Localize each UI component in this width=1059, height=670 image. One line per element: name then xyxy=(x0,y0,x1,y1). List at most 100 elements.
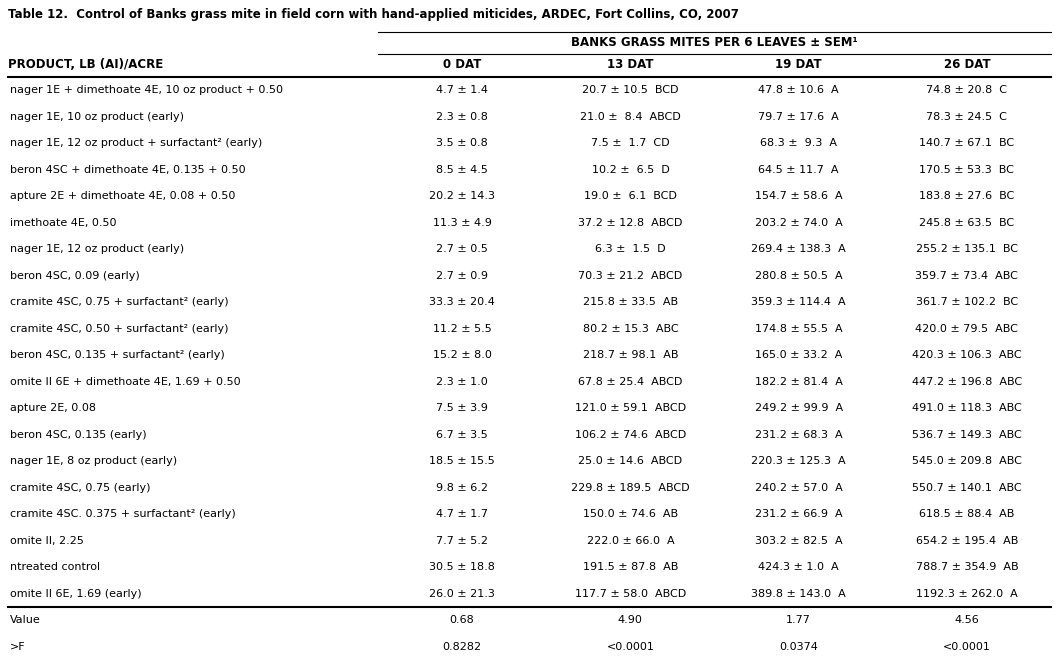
Text: 447.2 ± 196.8  ABC: 447.2 ± 196.8 ABC xyxy=(912,377,1022,387)
Text: 359.3 ± 114.4  A: 359.3 ± 114.4 A xyxy=(751,297,846,308)
Text: 79.7 ± 17.6  A: 79.7 ± 17.6 A xyxy=(758,112,839,122)
Text: 420.0 ± 79.5  ABC: 420.0 ± 79.5 ABC xyxy=(915,324,1019,334)
Text: 183.8 ± 27.6  BC: 183.8 ± 27.6 BC xyxy=(919,191,1015,201)
Text: 150.0 ± 74.6  AB: 150.0 ± 74.6 AB xyxy=(582,509,678,519)
Text: 255.2 ± 135.1  BC: 255.2 ± 135.1 BC xyxy=(916,245,1018,254)
Text: 7.7 ± 5.2: 7.7 ± 5.2 xyxy=(436,536,488,546)
Text: 191.5 ± 87.8  AB: 191.5 ± 87.8 AB xyxy=(582,562,678,572)
Text: 4.7 ± 1.4: 4.7 ± 1.4 xyxy=(436,85,488,95)
Text: 4.56: 4.56 xyxy=(954,615,980,625)
Text: 20.2 ± 14.3: 20.2 ± 14.3 xyxy=(429,191,496,201)
Text: 303.2 ± 82.5  A: 303.2 ± 82.5 A xyxy=(755,536,843,546)
Text: cramite 4SC, 0.50 + surfactant² (early): cramite 4SC, 0.50 + surfactant² (early) xyxy=(10,324,229,334)
Text: BANKS GRASS MITES PER 6 LEAVES ± SEM¹: BANKS GRASS MITES PER 6 LEAVES ± SEM¹ xyxy=(571,36,858,49)
Text: 6.7 ± 3.5: 6.7 ± 3.5 xyxy=(436,429,488,440)
Text: 280.8 ± 50.5  A: 280.8 ± 50.5 A xyxy=(755,271,843,281)
Text: 2.3 ± 0.8: 2.3 ± 0.8 xyxy=(436,112,488,122)
Text: 231.2 ± 66.9  A: 231.2 ± 66.9 A xyxy=(755,509,843,519)
Text: 30.5 ± 18.8: 30.5 ± 18.8 xyxy=(429,562,495,572)
Text: 15.2 ± 8.0: 15.2 ± 8.0 xyxy=(433,350,491,360)
Text: beron 4SC, 0.09 (early): beron 4SC, 0.09 (early) xyxy=(10,271,140,281)
Text: 18.5 ± 15.5: 18.5 ± 15.5 xyxy=(429,456,495,466)
Text: omite II 6E + dimethoate 4E, 1.69 + 0.50: omite II 6E + dimethoate 4E, 1.69 + 0.50 xyxy=(10,377,240,387)
Text: 545.0 ± 209.8  ABC: 545.0 ± 209.8 ABC xyxy=(912,456,1022,466)
Text: 121.0 ± 59.1  ABCD: 121.0 ± 59.1 ABCD xyxy=(575,403,686,413)
Text: omite II, 2.25: omite II, 2.25 xyxy=(10,536,84,546)
Text: 240.2 ± 57.0  A: 240.2 ± 57.0 A xyxy=(755,483,843,492)
Text: 106.2 ± 74.6  ABCD: 106.2 ± 74.6 ABCD xyxy=(575,429,686,440)
Text: 788.7 ± 354.9  AB: 788.7 ± 354.9 AB xyxy=(916,562,1018,572)
Text: 13 DAT: 13 DAT xyxy=(607,58,653,71)
Text: 4.90: 4.90 xyxy=(618,615,643,625)
Text: omite II 6E, 1.69 (early): omite II 6E, 1.69 (early) xyxy=(10,589,142,599)
Text: 117.7 ± 58.0  ABCD: 117.7 ± 58.0 ABCD xyxy=(575,589,686,599)
Text: 47.8 ± 10.6  A: 47.8 ± 10.6 A xyxy=(758,85,839,95)
Text: 182.2 ± 81.4  A: 182.2 ± 81.4 A xyxy=(755,377,843,387)
Text: 2.7 ± 0.9: 2.7 ± 0.9 xyxy=(436,271,488,281)
Text: 229.8 ± 189.5  ABCD: 229.8 ± 189.5 ABCD xyxy=(571,483,689,492)
Text: cramite 4SC, 0.75 + surfactant² (early): cramite 4SC, 0.75 + surfactant² (early) xyxy=(10,297,229,308)
Text: 203.2 ± 74.0  A: 203.2 ± 74.0 A xyxy=(755,218,843,228)
Text: 26 DAT: 26 DAT xyxy=(944,58,990,71)
Text: beron 4SC, 0.135 (early): beron 4SC, 0.135 (early) xyxy=(10,429,146,440)
Text: 26.0 ± 21.3: 26.0 ± 21.3 xyxy=(429,589,495,599)
Text: 3.5 ± 0.8: 3.5 ± 0.8 xyxy=(436,138,488,148)
Text: 359.7 ± 73.4  ABC: 359.7 ± 73.4 ABC xyxy=(915,271,1019,281)
Text: 78.3 ± 24.5  C: 78.3 ± 24.5 C xyxy=(927,112,1007,122)
Text: >F: >F xyxy=(10,642,25,652)
Text: 80.2 ± 15.3  ABC: 80.2 ± 15.3 ABC xyxy=(582,324,678,334)
Text: 249.2 ± 99.9  A: 249.2 ± 99.9 A xyxy=(755,403,843,413)
Text: apture 2E, 0.08: apture 2E, 0.08 xyxy=(10,403,96,413)
Text: cramite 4SC, 0.75 (early): cramite 4SC, 0.75 (early) xyxy=(10,483,150,492)
Text: beron 4SC + dimethoate 4E, 0.135 + 0.50: beron 4SC + dimethoate 4E, 0.135 + 0.50 xyxy=(10,165,246,175)
Text: 491.0 ± 118.3  ABC: 491.0 ± 118.3 ABC xyxy=(912,403,1022,413)
Text: 1.77: 1.77 xyxy=(786,615,811,625)
Text: PRODUCT, LB (AI)/ACRE: PRODUCT, LB (AI)/ACRE xyxy=(8,58,163,71)
Text: 618.5 ± 88.4  AB: 618.5 ± 88.4 AB xyxy=(919,509,1015,519)
Text: 25.0 ± 14.6  ABCD: 25.0 ± 14.6 ABCD xyxy=(578,456,682,466)
Text: 11.3 ± 4.9: 11.3 ± 4.9 xyxy=(433,218,491,228)
Text: Table 12.  Control of Banks grass mite in field corn with hand-applied miticides: Table 12. Control of Banks grass mite in… xyxy=(8,8,739,21)
Text: nager 1E, 8 oz product (early): nager 1E, 8 oz product (early) xyxy=(10,456,177,466)
Text: 9.8 ± 6.2: 9.8 ± 6.2 xyxy=(436,483,488,492)
Text: <0.0001: <0.0001 xyxy=(607,642,654,652)
Text: 389.8 ± 143.0  A: 389.8 ± 143.0 A xyxy=(751,589,846,599)
Text: 245.8 ± 63.5  BC: 245.8 ± 63.5 BC xyxy=(919,218,1015,228)
Text: 420.3 ± 106.3  ABC: 420.3 ± 106.3 ABC xyxy=(912,350,1022,360)
Text: 0.8282: 0.8282 xyxy=(443,642,482,652)
Text: 536.7 ± 149.3  ABC: 536.7 ± 149.3 ABC xyxy=(912,429,1022,440)
Text: 64.5 ± 11.7  A: 64.5 ± 11.7 A xyxy=(758,165,839,175)
Text: <0.0001: <0.0001 xyxy=(943,642,991,652)
Text: 222.0 ± 66.0  A: 222.0 ± 66.0 A xyxy=(587,536,675,546)
Text: nager 1E, 12 oz product (early): nager 1E, 12 oz product (early) xyxy=(10,245,184,254)
Text: 424.3 ± 1.0  A: 424.3 ± 1.0 A xyxy=(758,562,839,572)
Text: 10.2 ±  6.5  D: 10.2 ± 6.5 D xyxy=(592,165,669,175)
Text: 220.3 ± 125.3  A: 220.3 ± 125.3 A xyxy=(751,456,846,466)
Text: 2.7 ± 0.5: 2.7 ± 0.5 xyxy=(436,245,488,254)
Text: 11.2 ± 5.5: 11.2 ± 5.5 xyxy=(433,324,491,334)
Text: Value: Value xyxy=(10,615,40,625)
Text: 140.7 ± 67.1  BC: 140.7 ± 67.1 BC xyxy=(919,138,1015,148)
Text: 231.2 ± 68.3  A: 231.2 ± 68.3 A xyxy=(755,429,843,440)
Text: nager 1E, 10 oz product (early): nager 1E, 10 oz product (early) xyxy=(10,112,184,122)
Text: 6.3 ±  1.5  D: 6.3 ± 1.5 D xyxy=(595,245,666,254)
Text: 68.3 ±  9.3  A: 68.3 ± 9.3 A xyxy=(760,138,837,148)
Text: 4.7 ± 1.7: 4.7 ± 1.7 xyxy=(436,509,488,519)
Text: 1192.3 ± 262.0  A: 1192.3 ± 262.0 A xyxy=(916,589,1018,599)
Text: 654.2 ± 195.4  AB: 654.2 ± 195.4 AB xyxy=(916,536,1018,546)
Text: beron 4SC, 0.135 + surfactant² (early): beron 4SC, 0.135 + surfactant² (early) xyxy=(10,350,225,360)
Text: nager 1E + dimethoate 4E, 10 oz product + 0.50: nager 1E + dimethoate 4E, 10 oz product … xyxy=(10,85,283,95)
Text: cramite 4SC. 0.375 + surfactant² (early): cramite 4SC. 0.375 + surfactant² (early) xyxy=(10,509,236,519)
Text: 269.4 ± 138.3  A: 269.4 ± 138.3 A xyxy=(751,245,846,254)
Text: 37.2 ± 12.8  ABCD: 37.2 ± 12.8 ABCD xyxy=(578,218,683,228)
Text: 218.7 ± 98.1  AB: 218.7 ± 98.1 AB xyxy=(582,350,678,360)
Text: 0.68: 0.68 xyxy=(450,615,474,625)
Text: 170.5 ± 53.3  BC: 170.5 ± 53.3 BC xyxy=(919,165,1015,175)
Text: 20.7 ± 10.5  BCD: 20.7 ± 10.5 BCD xyxy=(582,85,679,95)
Text: 8.5 ± 4.5: 8.5 ± 4.5 xyxy=(436,165,488,175)
Text: 7.5 ± 3.9: 7.5 ± 3.9 xyxy=(436,403,488,413)
Text: 215.8 ± 33.5  AB: 215.8 ± 33.5 AB xyxy=(582,297,678,308)
Text: nager 1E, 12 oz product + surfactant² (early): nager 1E, 12 oz product + surfactant² (e… xyxy=(10,138,263,148)
Text: 361.7 ± 102.2  BC: 361.7 ± 102.2 BC xyxy=(916,297,1018,308)
Text: 154.7 ± 58.6  A: 154.7 ± 58.6 A xyxy=(755,191,843,201)
